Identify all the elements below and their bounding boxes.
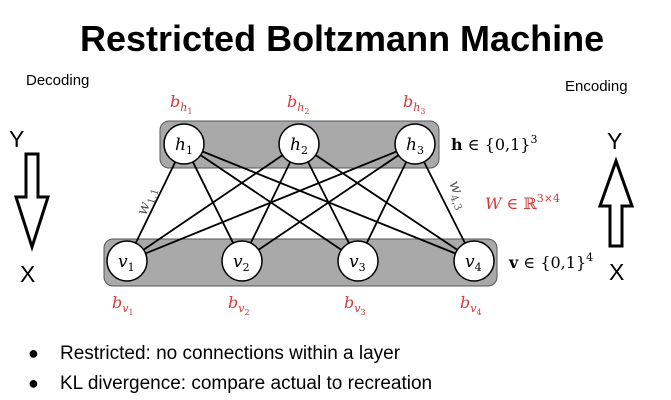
edge-h3-v4 <box>423 161 466 244</box>
bias-h1: bh1 <box>170 92 192 116</box>
decoding-label: Decoding <box>26 72 90 89</box>
svg-text:v1: v1 <box>118 252 135 274</box>
bias-h2: bh2 <box>287 92 309 116</box>
right-y-label: Y <box>607 128 623 154</box>
edge-h2-v1 <box>143 154 283 251</box>
slide-title: Restricted Boltzmann Machine <box>80 18 605 59</box>
bias-v4: bv4 <box>460 293 482 317</box>
bias-v2: bv2 <box>228 293 250 317</box>
hidden-node-h3: h3 <box>394 123 436 165</box>
visible-layer-box <box>103 238 498 287</box>
right-x-label: X <box>609 259 625 285</box>
svg-text:v4: v4 <box>465 252 482 274</box>
visible-node-v3: v3 <box>337 240 379 282</box>
bullet-dot-icon: ● <box>28 343 39 363</box>
hidden-layer-label: h ∈ {0,1}3 <box>451 133 537 154</box>
left-x-label: X <box>20 261 36 287</box>
connection-edges <box>134 150 466 255</box>
bullet-item: ● Restricted: no connections within a lay… <box>28 338 432 368</box>
svg-text:h2: h2 <box>290 135 308 157</box>
encoding-label: Encoding <box>565 78 628 95</box>
weight-matrix-label: W ∈ ℝ3×4 <box>485 192 560 213</box>
edge-h1-v1 <box>134 161 177 244</box>
hidden-node-h1: h1 <box>163 123 205 165</box>
bias-v3: bv3 <box>344 293 366 317</box>
svg-text:h3: h3 <box>406 135 424 157</box>
visible-node-v2: v2 <box>221 240 263 282</box>
left-y-label: Y <box>9 126 25 152</box>
edge-h3-v2 <box>258 154 399 251</box>
bullet-dot-icon: ● <box>28 373 39 393</box>
bullet-text: KL divergence: compare actual to recreat… <box>60 373 433 394</box>
svg-text:h1: h1 <box>175 135 193 157</box>
bias-h3: bh3 <box>403 92 425 116</box>
svg-text:v2: v2 <box>233 252 250 274</box>
bias-v1: bv1 <box>112 293 134 317</box>
svg-text:v3: v3 <box>349 252 366 274</box>
edge-h3-v1 <box>145 150 397 255</box>
rbm-diagram: h1 h2 h3 v1 v2 v3 v4 bh1 bh2 bh3 bv1 bv2… <box>13 92 635 317</box>
down-arrow-icon <box>13 152 51 252</box>
edge-weight-w11: w1,1 <box>133 184 162 218</box>
visible-node-v1: v1 <box>106 240 148 282</box>
bullet-item: ● KL divergence: compare actual to recrea… <box>28 368 432 398</box>
hidden-node-h2: h2 <box>278 123 320 165</box>
bullet-text: Restricted: no connections within a laye… <box>60 343 401 364</box>
visible-node-v4: v4 <box>453 240 495 282</box>
visible-layer-label: v ∈ {0,1}4 <box>508 251 593 272</box>
bullet-list: ● Restricted: no connections within a lay… <box>28 338 432 398</box>
edge-h3-v3 <box>365 161 408 244</box>
up-arrow-icon <box>597 156 635 248</box>
